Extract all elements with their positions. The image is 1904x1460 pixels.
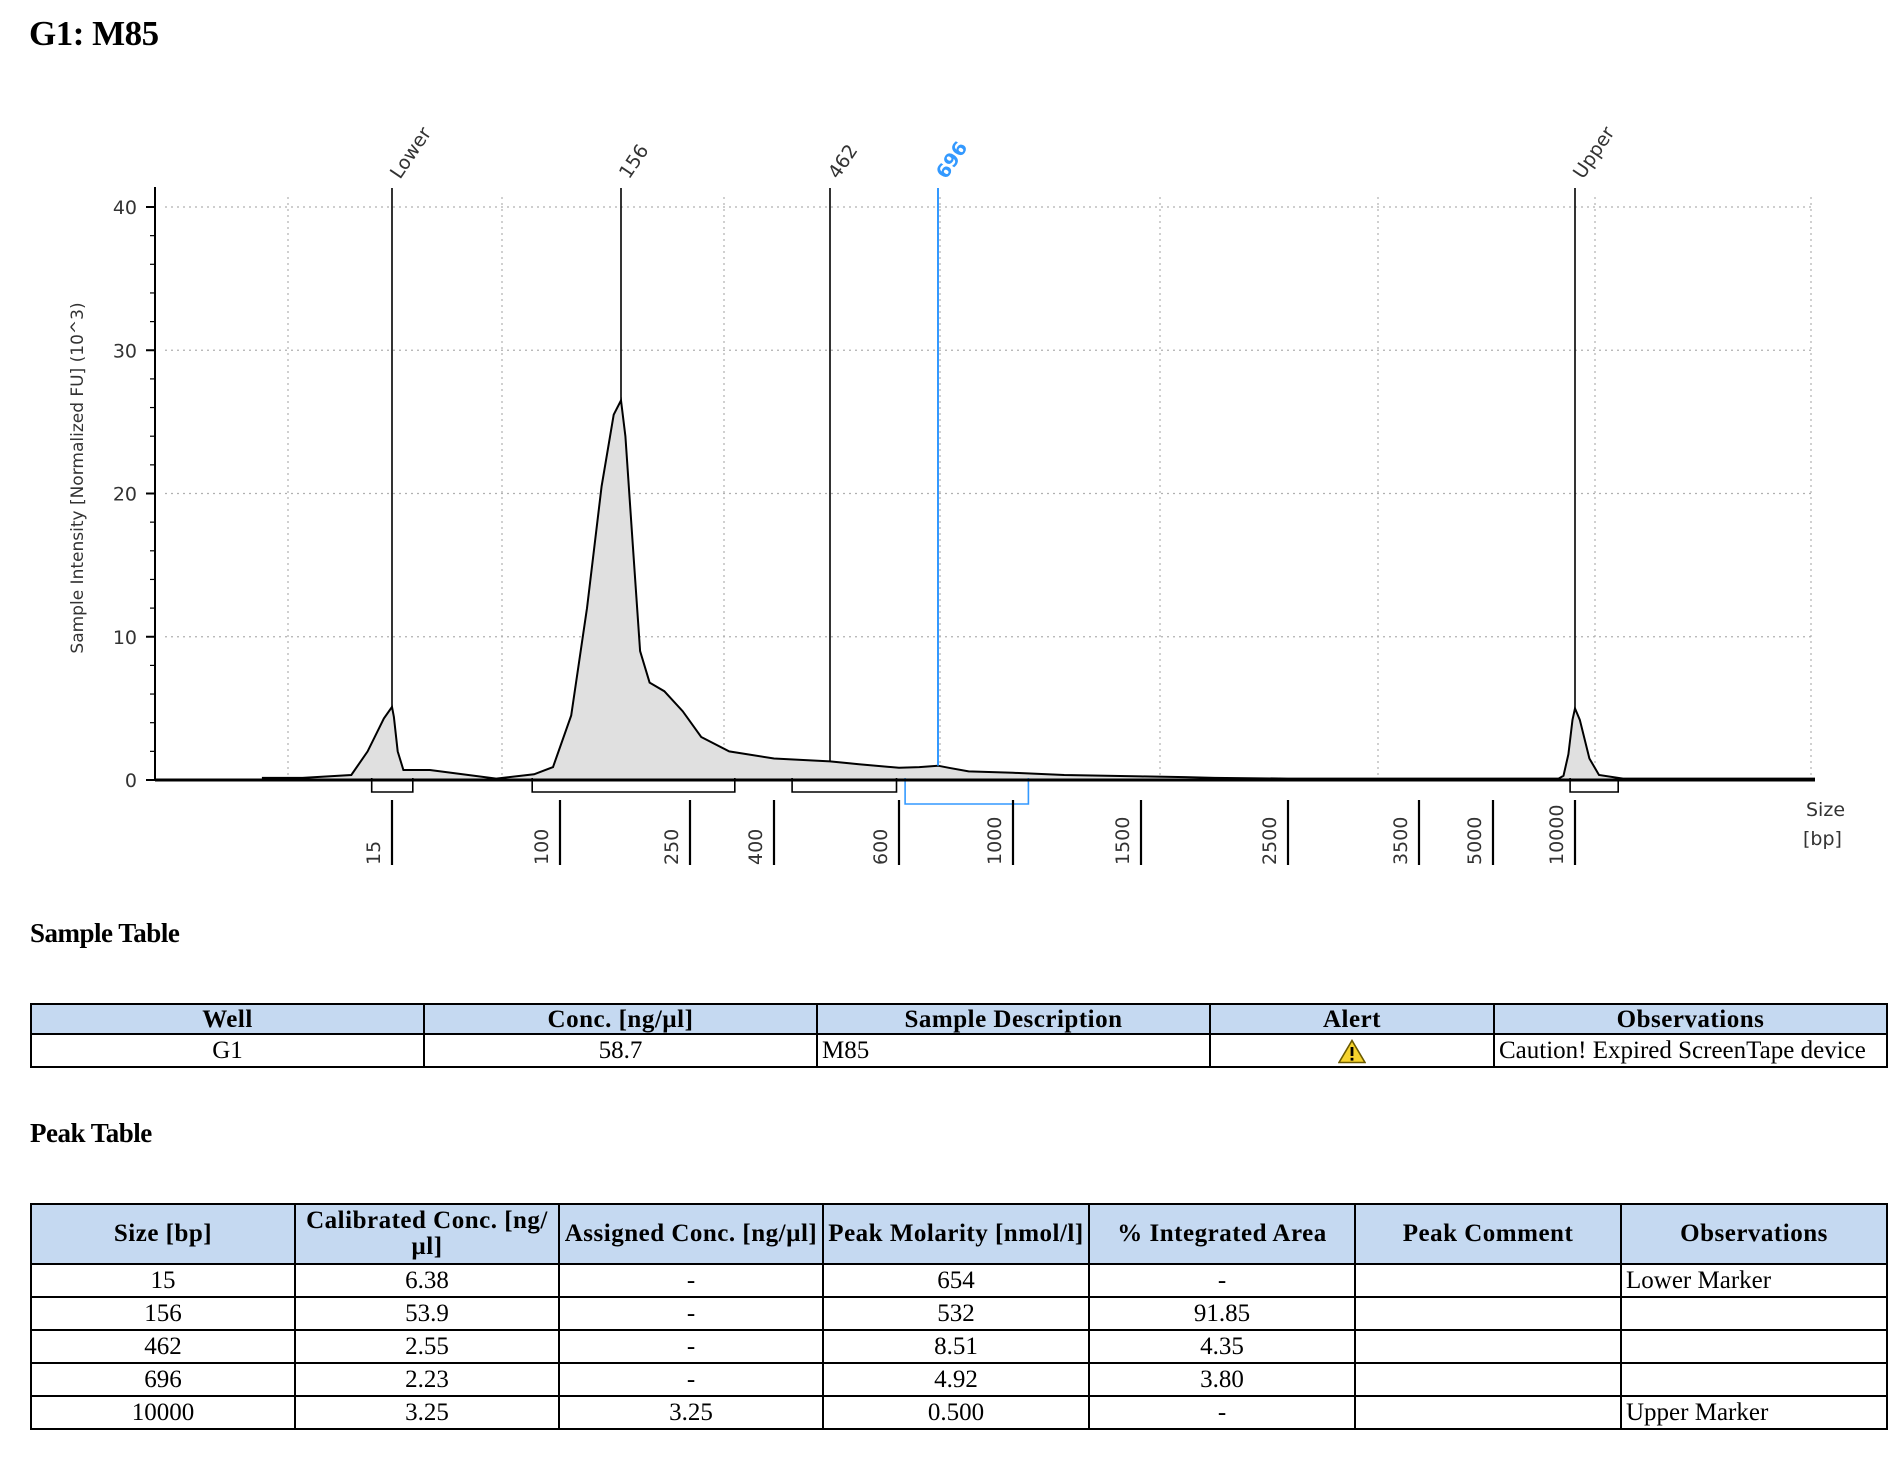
integrated-area-cell: 4.35 <box>1088 1329 1356 1364</box>
size-cell: 696 <box>30 1362 296 1397</box>
calibrated-conc-cell: 53.9 <box>294 1296 560 1331</box>
peak-label: 156 <box>615 140 654 182</box>
column-header: Peak Comment <box>1354 1203 1622 1265</box>
column-header: Alert <box>1209 1003 1495 1035</box>
table-row: 15 6.38-654- Lower Marker <box>30 1263 1888 1298</box>
size-cell: 462 <box>30 1329 296 1364</box>
size-cell: 10000 <box>30 1395 296 1430</box>
y-tick-label: 10 <box>113 627 137 649</box>
y-tick-label: 30 <box>113 340 137 362</box>
well-cell: G1 <box>30 1033 425 1068</box>
column-header: Observations <box>1620 1203 1888 1265</box>
conc-cell: 58.7 <box>423 1033 818 1068</box>
column-header: Sample Description <box>816 1003 1211 1035</box>
calibrated-conc-cell: 6.38 <box>294 1263 560 1298</box>
size-cell: 15 <box>30 1263 296 1298</box>
peak-molarity-cell: 654 <box>822 1263 1090 1298</box>
column-header: Well <box>30 1003 425 1035</box>
integration-region <box>1569 778 1619 793</box>
integrated-area-cell: - <box>1088 1263 1356 1298</box>
y-tick-label: 40 <box>113 197 137 219</box>
x-axis-unit: [bp] <box>1803 828 1842 850</box>
calibrated-conc-cell: 2.55 <box>294 1329 560 1364</box>
peak-comment-cell <box>1354 1395 1622 1430</box>
assigned-conc-cell: 3.25 <box>558 1395 824 1430</box>
x-tick-label: 250 <box>661 829 683 865</box>
trace-area <box>261 400 1815 780</box>
table-row: G1 58.7 M85 Caution! Expired ScreenTape … <box>30 1033 1888 1068</box>
y-tick-label: 0 <box>125 770 137 792</box>
peak-comment-cell <box>1354 1296 1622 1331</box>
column-header: Peak Molarity [nmol/l] <box>822 1203 1090 1265</box>
y-tick-label: 20 <box>113 484 137 506</box>
peak-molarity-cell: 0.500 <box>822 1395 1090 1430</box>
warning-icon <box>1338 1038 1366 1064</box>
peak-molarity-cell: 532 <box>822 1296 1090 1331</box>
peak-molarity-cell: 8.51 <box>822 1329 1090 1364</box>
integration-region <box>791 778 898 793</box>
peak-comment-cell <box>1354 1263 1622 1298</box>
observations-cell: Lower Marker <box>1620 1263 1888 1298</box>
observations-cell: Upper Marker <box>1620 1395 1888 1430</box>
x-tick-label: 1000 <box>984 817 1006 865</box>
table-row: 10000 3.25 3.25 0.500- Upper Marker <box>30 1395 1888 1430</box>
peak-label: 696 <box>932 138 972 183</box>
column-header: Assigned Conc. [ng/µl] <box>558 1203 824 1265</box>
assigned-conc-cell: - <box>558 1263 824 1298</box>
observations-cell <box>1620 1329 1888 1364</box>
table-row: 462 2.55-8.51 4.35 <box>30 1329 1888 1364</box>
integrated-area-cell: 91.85 <box>1088 1296 1356 1331</box>
column-header: Calibrated Conc. [ng/µl] <box>294 1203 560 1265</box>
assigned-conc-cell: - <box>558 1296 824 1331</box>
calibrated-conc-cell: 3.25 <box>294 1395 560 1430</box>
table-row: 696 2.23-4.92 3.80 <box>30 1362 1888 1397</box>
peak-label: Lower <box>386 123 436 183</box>
x-tick-label: 2500 <box>1259 817 1281 865</box>
peak-table-header: Size [bp] Calibrated Conc. [ng/µl] Assig… <box>30 1203 1888 1265</box>
observations-cell: Caution! Expired ScreenTape device <box>1493 1033 1888 1068</box>
x-tick-label: 15 <box>363 841 385 865</box>
calibrated-conc-cell: 2.23 <box>294 1362 560 1397</box>
integrated-area-cell: 3.80 <box>1088 1362 1356 1397</box>
trace-line <box>261 397 1815 780</box>
x-tick-label: 400 <box>745 829 767 865</box>
description-cell: M85 <box>816 1033 1211 1068</box>
integration-region <box>904 778 1030 805</box>
x-axis-label: Size <box>1806 799 1845 821</box>
column-header: Size [bp] <box>30 1203 296 1265</box>
peak-table: Size [bp] Calibrated Conc. [ng/µl] Assig… <box>30 1203 1888 1430</box>
y-axis-label: Sample Intensity [Normalized FU] (10^3) <box>68 302 88 653</box>
peak-molarity-cell: 4.92 <box>822 1362 1090 1397</box>
table-row: 156 53.9-532 91.85 <box>30 1296 1888 1331</box>
alert-cell <box>1209 1033 1495 1068</box>
observations-cell <box>1620 1362 1888 1397</box>
x-tick-label: 5000 <box>1464 817 1486 865</box>
assigned-conc-cell: - <box>558 1362 824 1397</box>
observations-cell <box>1620 1296 1888 1331</box>
sample-table: Well Conc. [ng/µl] Sample Description Al… <box>30 1003 1888 1068</box>
integration-region <box>531 778 736 793</box>
sample-table-title: Sample Table <box>30 918 180 948</box>
peak-label: Upper <box>1569 123 1620 183</box>
integration-region <box>370 778 414 793</box>
column-header: % Integrated Area <box>1088 1203 1356 1265</box>
column-header: Observations <box>1493 1003 1888 1035</box>
size-cell: 156 <box>30 1296 296 1331</box>
x-tick-label: 1500 <box>1112 817 1134 865</box>
x-tick-label: 600 <box>870 829 892 865</box>
page-title: G1: M85 <box>29 14 159 53</box>
peak-comment-cell <box>1354 1362 1622 1397</box>
peak-label: 462 <box>824 140 863 182</box>
peak-comment-cell <box>1354 1329 1622 1364</box>
sample-table-header: Well Conc. [ng/µl] Sample Description Al… <box>30 1003 1888 1035</box>
x-tick-label: 100 <box>531 829 553 865</box>
x-tick-label: 10000 <box>1546 805 1568 865</box>
integrated-area-cell: - <box>1088 1395 1356 1430</box>
electropherogram-chart: 0 10 20 30 40 Sample Intensity [Normalized FU… <box>68 123 1845 865</box>
column-header: Conc. [ng/µl] <box>423 1003 818 1035</box>
peak-table-title: Peak Table <box>30 1118 152 1148</box>
assigned-conc-cell: - <box>558 1329 824 1364</box>
x-tick-label: 3500 <box>1390 817 1412 865</box>
